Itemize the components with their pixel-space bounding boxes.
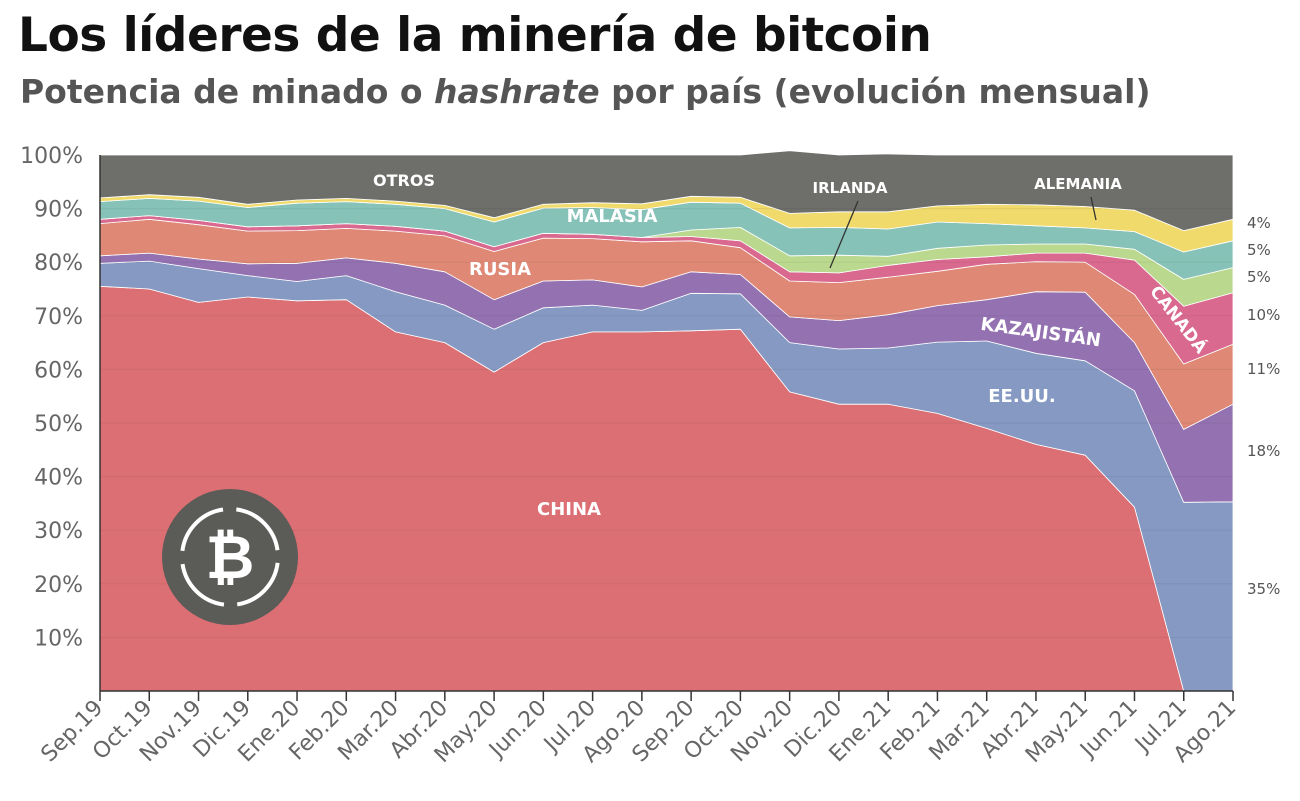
y-tick-label: 90% [34,198,83,223]
label-malasia: MALASIA [567,206,658,227]
label-alemania: ALEMANIA [1034,175,1122,193]
bitcoin-icon: ₿ [206,523,255,593]
y-tick-label: 50% [34,412,83,437]
y-tick-label: 80% [34,251,83,276]
label-eeuu: EE.UU. [988,386,1056,407]
area-series-8 [99,150,1234,231]
right-pct-label: 5% [1247,268,1271,286]
right-pct-label: 10% [1247,306,1280,324]
right-pct-label: 11% [1247,360,1280,378]
right-percentages: 4% 5% 5% 10% 11% 18% 35% [1247,214,1280,598]
chart-subtitle: Potencia de minado o hashrate por país (… [20,72,1151,111]
label-pointers [829,196,1097,269]
label-otros: OTROS [373,171,435,190]
label-irlanda: IRLANDA [813,179,888,197]
y-tick-label: 60% [34,358,83,383]
chart-title: Los líderes de la minería de bitcoin [18,8,932,63]
label-china: CHINA [537,499,601,520]
alemania-pointer [1090,196,1097,221]
irlanda-pointer [829,200,859,269]
y-tick-label: 20% [34,573,83,598]
label-rusia: RUSIA [469,259,531,280]
y-tick-label: 30% [34,519,83,544]
right-pct-label: 5% [1247,241,1271,259]
y-tick-label: 40% [34,466,83,491]
area-layers [99,150,1234,692]
right-pct-label: 18% [1247,442,1280,460]
right-pct-label: 4% [1247,214,1271,232]
bitcoin-logo: ₿ [162,489,298,625]
y-tick-label: 70% [34,305,83,330]
y-tick-label: 10% [34,626,83,651]
y-tick-label: 100% [20,144,83,169]
right-pct-label: 35% [1247,580,1280,598]
